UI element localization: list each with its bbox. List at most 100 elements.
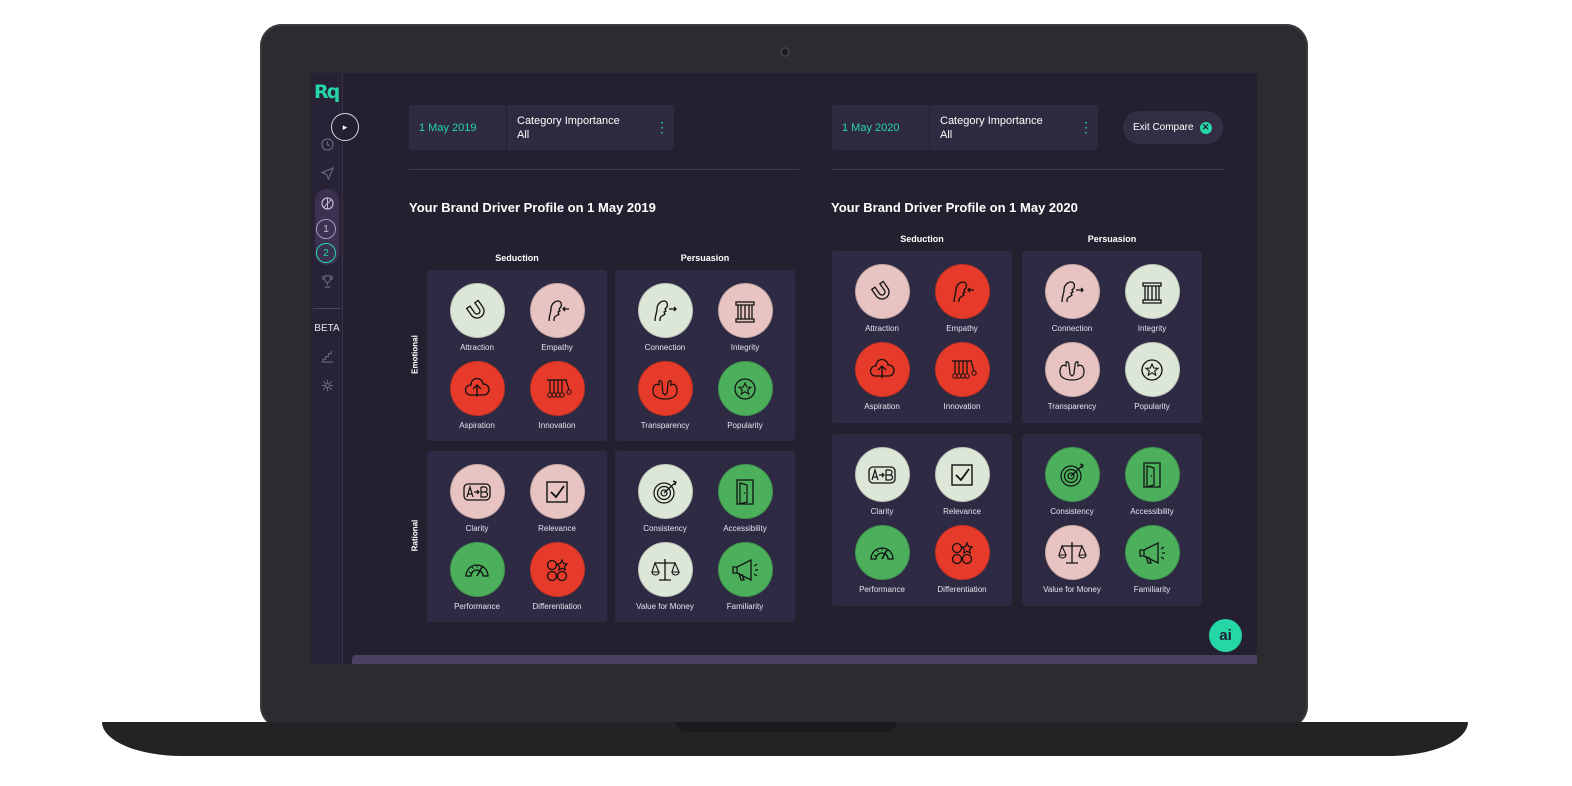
ai-assistant-button[interactable]: ai — [1209, 619, 1242, 652]
left-driver-familiarity[interactable]: Familiarity — [705, 542, 785, 611]
expand-sidebar-button[interactable]: ▸ — [331, 113, 359, 141]
exit-compare-button[interactable]: Exit Compare ✕ — [1123, 111, 1223, 144]
left-driver-empathy[interactable]: Empathy — [517, 283, 597, 352]
left-more-icon[interactable]: ⋮ — [655, 119, 669, 135]
left-category-selector[interactable]: Category Importance All — [507, 114, 650, 142]
consistency-icon — [637, 464, 693, 519]
right-driver-performance[interactable]: Performance — [842, 525, 922, 594]
right-rational-persuasion-panel: Consistency Accessibility Value for Money F… — [1022, 434, 1202, 606]
driver-label: Clarity — [465, 524, 489, 533]
left-rational-header: Rational — [410, 519, 420, 552]
laptop-notch — [676, 722, 896, 732]
innovation-icon — [934, 342, 990, 397]
right-driver-relevance[interactable]: Relevance — [922, 447, 1002, 516]
popularity-icon — [1124, 342, 1180, 397]
right-driver-attraction[interactable]: Attraction — [842, 264, 922, 333]
driver-label: Popularity — [727, 421, 763, 430]
right-driver-accessibility[interactable]: Accessibility — [1112, 447, 1192, 516]
left-driver-accessibility[interactable]: Accessibility — [705, 464, 785, 533]
left-rational-persuasion-panel: Consistency Accessibility Value for Money F… — [615, 451, 795, 622]
right-date-selector[interactable]: 1 May 2020 — [832, 105, 930, 150]
right-divider — [832, 169, 1224, 170]
value-for-money-icon — [1044, 525, 1100, 580]
left-category-title: Category Importance — [517, 114, 620, 127]
right-driver-differentiation[interactable]: Differentiation — [922, 525, 1002, 594]
clarity-icon — [449, 464, 505, 519]
driver-label: Popularity — [1134, 402, 1170, 411]
connection-icon — [1044, 264, 1100, 319]
left-category-value: All — [517, 128, 530, 141]
right-driver-popularity[interactable]: Popularity — [1112, 342, 1192, 411]
value-for-money-icon — [637, 542, 693, 597]
right-more-icon[interactable]: ⋮ — [1079, 119, 1093, 135]
driver-label: Attraction — [865, 324, 899, 333]
compare-icon[interactable] — [317, 193, 337, 213]
right-emotional-persuasion-panel: Connection Integrity Transparency Popularit… — [1022, 251, 1202, 423]
left-driver-value-for-money[interactable]: Value for Money — [625, 542, 705, 611]
left-driver-clarity[interactable]: Clarity — [437, 464, 517, 533]
exit-compare-label: Exit Compare — [1133, 122, 1194, 133]
driver-label: Connection — [644, 343, 686, 352]
right-filter-bar: 1 May 2020 Category Importance All ⋮ — [832, 105, 1098, 150]
left-driver-integrity[interactable]: Integrity — [705, 283, 785, 352]
performance-icon — [449, 542, 505, 597]
right-driver-familiarity[interactable]: Familiarity — [1112, 525, 1192, 594]
left-driver-attraction[interactable]: Attraction — [437, 283, 517, 352]
app-screen: Rq 1 2 BETA ▸ 1 May 2019 Category Import… — [311, 73, 1257, 664]
consistency-icon — [1044, 447, 1100, 502]
left-rational-seduction-panel: Clarity Relevance Performance Differentiati… — [427, 451, 607, 622]
right-driver-integrity[interactable]: Integrity — [1112, 264, 1192, 333]
driver-label: Accessibility — [1130, 507, 1174, 516]
right-category-title: Category Importance — [940, 114, 1043, 127]
left-filter-bar: 1 May 2019 Category Importance All ⋮ — [409, 105, 674, 150]
aspiration-icon — [854, 342, 910, 397]
left-persuasion-header: Persuasion — [680, 253, 730, 263]
left-emotional-persuasion-panel: Connection Integrity Transparency Popularit… — [615, 270, 795, 441]
driver-label: Value for Money — [636, 602, 694, 611]
step-1-button[interactable]: 1 — [316, 219, 336, 239]
step-2-button[interactable]: 2 — [316, 243, 336, 263]
left-driver-connection[interactable]: Connection — [625, 283, 705, 352]
beta-label: BETA — [314, 323, 340, 334]
left-driver-popularity[interactable]: Popularity — [705, 361, 785, 430]
driver-label: Value for Money — [1043, 585, 1101, 594]
right-driver-transparency[interactable]: Transparency — [1032, 342, 1112, 411]
trophy-icon[interactable] — [317, 271, 337, 291]
right-driver-consistency[interactable]: Consistency — [1032, 447, 1112, 516]
left-driver-transparency[interactable]: Transparency — [625, 361, 705, 430]
performance-icon — [854, 525, 910, 580]
send-icon[interactable] — [317, 163, 337, 183]
driver-label: Relevance — [538, 524, 576, 533]
left-date-selector[interactable]: 1 May 2019 — [409, 105, 507, 150]
left-driver-consistency[interactable]: Consistency — [625, 464, 705, 533]
chart-steps-icon[interactable] — [317, 346, 337, 366]
right-driver-value-for-money[interactable]: Value for Money — [1032, 525, 1112, 594]
attraction-icon — [449, 283, 505, 338]
differentiation-icon — [934, 525, 990, 580]
left-driver-differentiation[interactable]: Differentiation — [517, 542, 597, 611]
network-icon[interactable] — [317, 375, 337, 395]
app-logo[interactable]: Rq — [314, 81, 340, 103]
driver-label: Innovation — [943, 402, 981, 411]
history-icon[interactable] — [317, 134, 337, 154]
right-driver-aspiration[interactable]: Aspiration — [842, 342, 922, 411]
right-driver-empathy[interactable]: Empathy — [922, 264, 1002, 333]
familiarity-icon — [717, 542, 773, 597]
horizontal-scrollbar[interactable] — [352, 655, 1257, 664]
right-category-selector[interactable]: Category Importance All — [930, 114, 1074, 142]
driver-label: Relevance — [943, 507, 981, 516]
right-driver-clarity[interactable]: Clarity — [842, 447, 922, 516]
left-driver-innovation[interactable]: Innovation — [517, 361, 597, 430]
driver-label: Clarity — [870, 507, 894, 516]
driver-label: Aspiration — [864, 402, 900, 411]
differentiation-icon — [529, 542, 585, 597]
connection-icon — [637, 283, 693, 338]
right-rational-seduction-panel: Clarity Relevance Performance Differentiati… — [832, 434, 1012, 606]
left-driver-relevance[interactable]: Relevance — [517, 464, 597, 533]
right-driver-innovation[interactable]: Innovation — [922, 342, 1002, 411]
right-driver-connection[interactable]: Connection — [1032, 264, 1112, 333]
driver-label: Differentiation — [937, 585, 987, 594]
left-driver-performance[interactable]: Performance — [437, 542, 517, 611]
driver-label: Connection — [1051, 324, 1093, 333]
left-driver-aspiration[interactable]: Aspiration — [437, 361, 517, 430]
